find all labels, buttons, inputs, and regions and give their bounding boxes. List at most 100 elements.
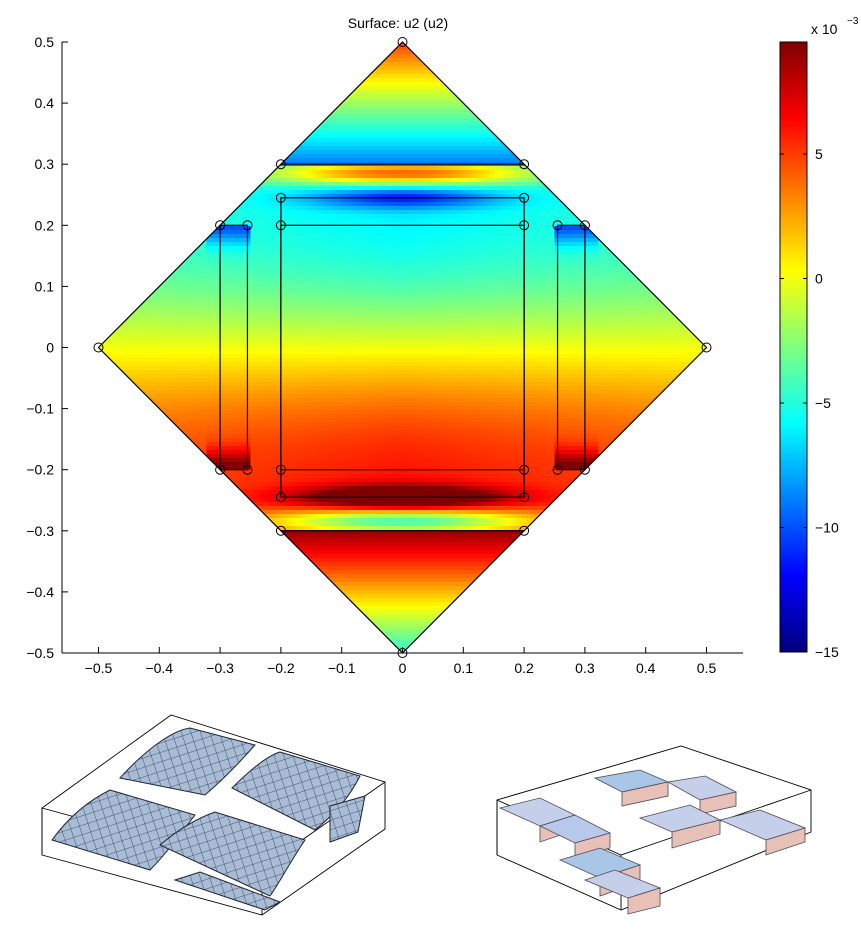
field-cell bbox=[530, 270, 535, 275]
field-cell bbox=[342, 146, 347, 151]
field-cell bbox=[550, 182, 555, 187]
field-cell bbox=[418, 278, 423, 283]
field-cell bbox=[370, 122, 375, 127]
field-cell bbox=[410, 114, 415, 119]
field-cell bbox=[482, 250, 487, 255]
field-cell bbox=[298, 154, 303, 159]
field-cell bbox=[402, 270, 407, 275]
field-cell bbox=[442, 142, 447, 147]
field-cell bbox=[494, 274, 499, 279]
field-cell bbox=[642, 310, 647, 315]
field-cell bbox=[466, 130, 471, 135]
field-cell bbox=[414, 46, 419, 51]
field-cell bbox=[302, 258, 307, 263]
field-cell bbox=[430, 58, 435, 63]
field-cell bbox=[498, 246, 503, 251]
field-cell bbox=[270, 286, 275, 291]
field-cell bbox=[402, 310, 407, 315]
field-cell bbox=[390, 74, 395, 79]
field-cell bbox=[338, 278, 343, 283]
field-cell bbox=[410, 54, 415, 59]
field-cell bbox=[378, 98, 383, 103]
field-cell bbox=[266, 270, 271, 275]
field-cell bbox=[478, 278, 483, 283]
field-cell bbox=[218, 258, 223, 263]
field-cell bbox=[430, 90, 435, 95]
field-cell bbox=[282, 178, 287, 183]
field-cell bbox=[306, 178, 311, 183]
field-cell bbox=[438, 110, 443, 115]
field-cell bbox=[334, 182, 339, 187]
field-cell bbox=[322, 246, 327, 251]
field-cell bbox=[638, 270, 643, 275]
field-cell bbox=[602, 298, 607, 303]
field-cell bbox=[450, 270, 455, 275]
field-cell bbox=[378, 210, 383, 215]
field-cell bbox=[310, 138, 315, 143]
field-cell bbox=[338, 126, 343, 131]
field-cell bbox=[250, 202, 255, 207]
field-cell bbox=[446, 94, 451, 99]
field-cell bbox=[354, 298, 359, 303]
field-cell bbox=[382, 122, 387, 127]
field-cell bbox=[294, 186, 299, 191]
field-cell bbox=[566, 294, 571, 299]
field-cell bbox=[550, 306, 555, 311]
field-cell bbox=[458, 126, 463, 131]
field-cell bbox=[558, 190, 563, 195]
field-cell bbox=[454, 262, 459, 267]
field-cell bbox=[334, 158, 339, 163]
field-cell bbox=[346, 246, 351, 251]
field-cell bbox=[418, 214, 423, 219]
field-cell bbox=[534, 278, 539, 283]
field-cell bbox=[378, 130, 383, 135]
field-cell bbox=[254, 230, 259, 235]
field-cell bbox=[454, 138, 459, 143]
field-cell bbox=[162, 302, 167, 307]
field-cell bbox=[466, 258, 471, 263]
field-cell bbox=[486, 118, 491, 123]
field-cell bbox=[538, 254, 543, 259]
field-cell bbox=[490, 266, 495, 271]
field-cell bbox=[354, 182, 359, 187]
field-cell bbox=[502, 154, 507, 159]
field-cell bbox=[606, 258, 611, 263]
field-cell bbox=[442, 306, 447, 311]
field-cell bbox=[494, 150, 499, 155]
field-cell bbox=[526, 218, 531, 223]
field-cell bbox=[258, 194, 263, 199]
field-cell bbox=[422, 282, 427, 287]
field-cell bbox=[418, 142, 423, 147]
field-cell bbox=[394, 158, 399, 163]
field-cell bbox=[430, 82, 435, 87]
field-cell bbox=[374, 258, 379, 263]
field-cell bbox=[482, 222, 487, 227]
field-cell bbox=[254, 198, 259, 203]
field-cell bbox=[286, 178, 291, 183]
field-cell bbox=[518, 278, 523, 283]
field-cell bbox=[422, 86, 427, 91]
field-cell bbox=[462, 210, 467, 215]
field-cell bbox=[466, 230, 471, 235]
field-cell bbox=[602, 234, 607, 239]
field-cell bbox=[542, 278, 547, 283]
field-cell bbox=[198, 234, 203, 239]
field-cell bbox=[426, 218, 431, 223]
field-cell bbox=[258, 258, 263, 263]
field-cell bbox=[270, 194, 275, 199]
field-cell bbox=[294, 266, 299, 271]
field-cell bbox=[350, 206, 355, 211]
field-cell bbox=[182, 266, 187, 271]
field-cell bbox=[554, 198, 559, 203]
field-cell bbox=[634, 310, 639, 315]
field-cell bbox=[502, 270, 507, 275]
field-cell bbox=[358, 282, 363, 287]
field-cell bbox=[330, 294, 335, 299]
field-cell bbox=[490, 206, 495, 211]
field-cell bbox=[122, 310, 127, 315]
field-cell bbox=[634, 286, 639, 291]
field-cell bbox=[534, 182, 539, 187]
field-cell bbox=[314, 154, 319, 159]
field-cell bbox=[266, 234, 271, 239]
field-cell bbox=[374, 90, 379, 95]
